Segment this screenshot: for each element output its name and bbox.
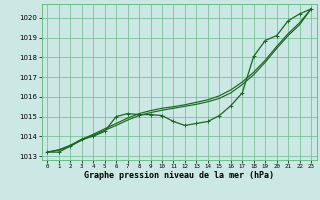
X-axis label: Graphe pression niveau de la mer (hPa): Graphe pression niveau de la mer (hPa) <box>84 171 274 180</box>
